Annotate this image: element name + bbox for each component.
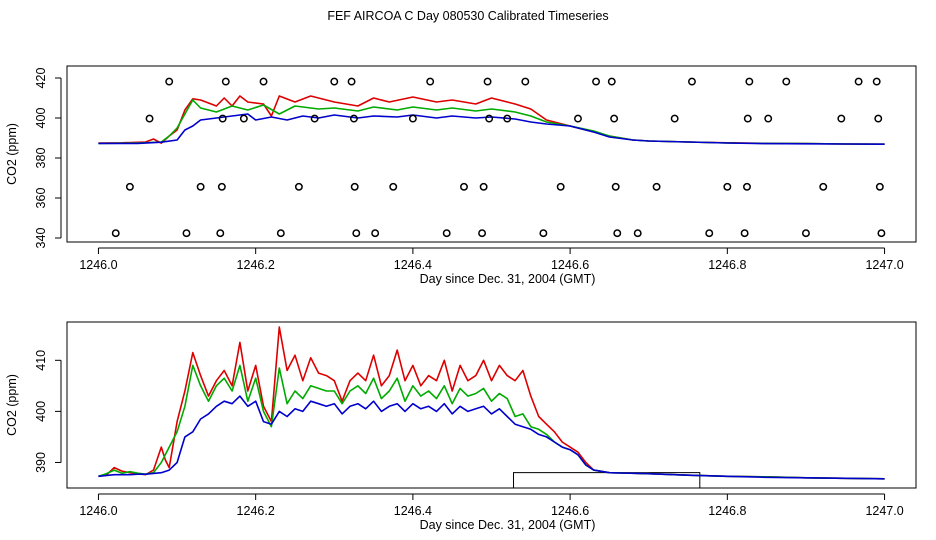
x-tick-label: 1246.4	[394, 504, 432, 518]
calibration-marker	[745, 77, 754, 86]
calibration-marker	[607, 77, 616, 86]
calibration-marker	[592, 77, 601, 86]
calibration-marker	[503, 114, 512, 123]
x-tick-label: 1246.8	[708, 258, 746, 272]
x-tick-label: 1246.4	[394, 258, 432, 272]
calibration-marker	[875, 182, 884, 191]
calibration-marker	[216, 229, 225, 238]
chart-title: FEF AIRCOA C Day 080530 Calibrated Times…	[327, 9, 609, 23]
y-tick-label: 390	[34, 452, 48, 473]
calibration-marker	[485, 114, 494, 123]
calibration-marker	[574, 114, 582, 123]
calibration-marker	[347, 77, 356, 86]
x-tick-label: 1247.0	[865, 504, 903, 518]
calibration-marker	[371, 229, 380, 238]
calibration-marker	[389, 182, 398, 191]
x-tick-label: 1246.0	[79, 504, 117, 518]
calibration-marker	[350, 182, 359, 191]
calibration-marker	[611, 182, 620, 191]
y-tick-label: 400	[34, 401, 48, 422]
x-tick-label: 1246.2	[237, 504, 275, 518]
calibration-marker	[782, 77, 791, 86]
x-tick-label: 1246.6	[551, 258, 589, 272]
x-tick-label: 1246.6	[551, 504, 589, 518]
x-tick-label: 1246.8	[708, 504, 746, 518]
calibration-marker	[408, 114, 417, 123]
calibration-marker	[125, 182, 134, 191]
x-axis-label: Day since Dec. 31, 2004 (GMT)	[420, 518, 596, 532]
calibration-marker	[872, 77, 881, 86]
calibration-marker	[670, 114, 679, 123]
calibration-marker	[442, 229, 451, 238]
calibration-marker	[705, 229, 714, 238]
calibration-marker	[521, 77, 530, 86]
calibration-marker	[874, 114, 883, 123]
y-tick-label: 420	[34, 68, 48, 89]
calibration-marker	[259, 77, 268, 86]
y-axis-label: CO2 (ppm)	[5, 123, 19, 185]
calibration-marker	[633, 229, 642, 238]
calibration-marker	[426, 77, 435, 86]
bottom-panel: 1246.0 1246.2 1246.4 1246.6 1246.8 1247.0 Day …	[5, 321, 917, 532]
calibration-marker	[239, 114, 248, 123]
calibration-marker	[460, 182, 468, 191]
calibration-marker	[276, 229, 285, 238]
calibration-marker	[349, 114, 358, 123]
x-tick-label: 1247.0	[865, 258, 903, 272]
calibration-marker	[743, 114, 752, 123]
calibration-marker	[688, 77, 696, 86]
calibration-marker	[330, 77, 339, 86]
calibration-marker	[165, 77, 174, 86]
top-panel: 1246.0 1246.2 1246.4 1246.6 1246.8 1247.0 Day …	[5, 65, 917, 286]
y-tick-label: 400	[34, 108, 48, 129]
calibration-marker	[740, 229, 749, 238]
calibration-marker	[310, 114, 319, 123]
calibration-marker	[854, 77, 863, 86]
plot-frame	[66, 321, 917, 489]
calibration-marker	[764, 114, 773, 123]
y-tick-label: 340	[34, 228, 48, 249]
y-tick-label: 410	[34, 350, 48, 371]
calibration-marker	[652, 182, 661, 191]
calibration-marker	[111, 229, 120, 238]
calibration-marker	[819, 182, 828, 191]
calibration-marker	[145, 114, 154, 123]
calibration-marker	[556, 182, 565, 191]
x-tick-label: 1246.2	[237, 258, 275, 272]
calibration-marker	[221, 77, 230, 86]
calibration-marker	[483, 77, 492, 86]
calibration-marker	[182, 229, 191, 238]
series-line-2	[98, 113, 885, 145]
calibration-marker	[743, 182, 751, 191]
x-axis-label: Day since Dec. 31, 2004 (GMT)	[420, 272, 596, 286]
x-tick-label: 1246.0	[79, 258, 117, 272]
calibration-marker	[610, 114, 619, 123]
calibration-marker	[294, 182, 303, 191]
calibration-marker	[837, 114, 846, 123]
plot-frame	[66, 65, 917, 243]
y-axis-label: CO2 (ppm)	[5, 374, 19, 436]
series-line-2	[98, 395, 885, 480]
calibration-marker	[877, 229, 886, 238]
calibration-marker	[539, 229, 548, 238]
series-line-0	[98, 326, 885, 480]
calibration-marker	[196, 182, 205, 191]
calibration-marker	[478, 229, 487, 238]
calibration-marker	[217, 182, 226, 191]
calibration-marker	[801, 229, 810, 238]
y-tick-label: 360	[34, 188, 48, 209]
y-tick-label: 380	[34, 148, 48, 169]
calibration-marker	[613, 229, 622, 238]
calibration-marker	[218, 114, 227, 123]
calibration-marker	[723, 182, 732, 191]
calibration-marker	[352, 229, 361, 238]
calibration-marker	[479, 182, 488, 191]
